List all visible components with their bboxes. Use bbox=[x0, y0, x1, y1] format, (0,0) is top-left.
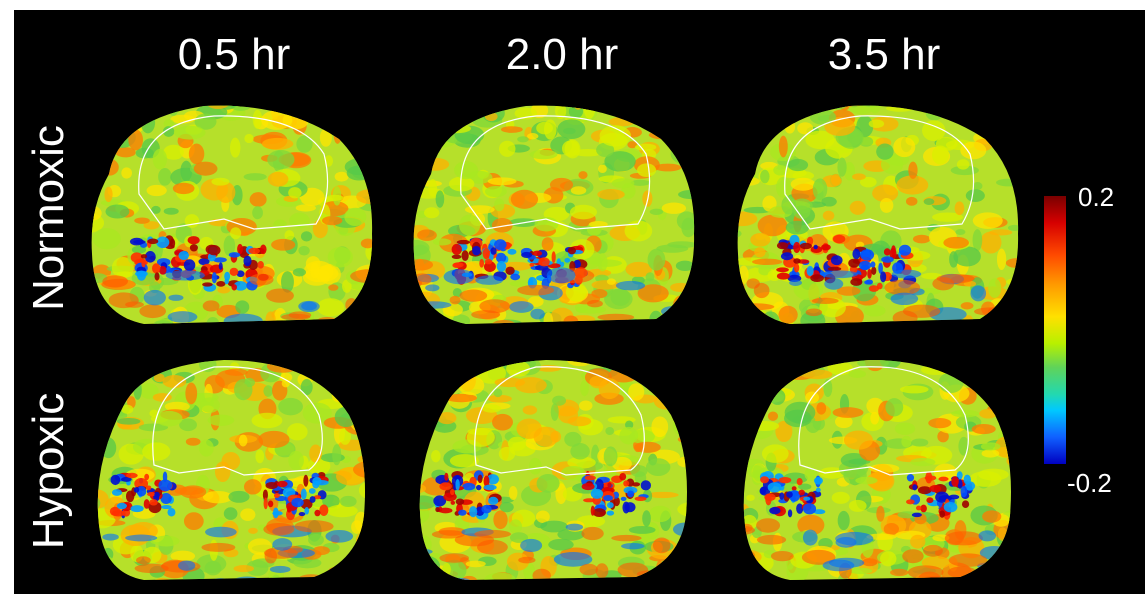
column-title-0-5-hr: 0.5 hr bbox=[177, 30, 291, 79]
parametric-map bbox=[97, 360, 365, 580]
roi-outline bbox=[138, 115, 329, 230]
parametric-map bbox=[737, 105, 1019, 324]
map-hypoxic-2-0-hr bbox=[406, 345, 696, 585]
map-normoxic-0-5-hr bbox=[84, 94, 374, 334]
map-hypoxic-3-5-hr bbox=[730, 345, 1020, 585]
column-title-3-5-hr: 3.5 hr bbox=[827, 30, 941, 79]
parametric-map bbox=[419, 360, 687, 580]
roi-outline bbox=[460, 115, 651, 230]
column-title-2-0-hr: 2.0 hr bbox=[505, 30, 619, 79]
figure: 0.5 hr 2.0 hr 3.5 hr Normoxic Hypoxic 0.… bbox=[14, 10, 1145, 594]
colorbar-max-label: 0.2 bbox=[1078, 182, 1115, 212]
parametric-map bbox=[743, 360, 1011, 580]
row-label-hypoxic: Hypoxic bbox=[24, 392, 73, 550]
roi-outline bbox=[152, 366, 323, 476]
colorbar bbox=[1044, 196, 1066, 464]
parametric-map bbox=[91, 105, 373, 324]
map-hypoxic-0-5-hr bbox=[84, 345, 374, 585]
roi-outline bbox=[474, 366, 645, 476]
map-normoxic-3-5-hr bbox=[730, 94, 1020, 334]
map-normoxic-2-0-hr bbox=[406, 94, 696, 334]
colorbar-min-label: -0.2 bbox=[1067, 468, 1112, 498]
roi-outline bbox=[784, 115, 975, 230]
roi-outline bbox=[798, 366, 969, 476]
row-label-normoxic: Normoxic bbox=[24, 125, 73, 311]
parametric-map bbox=[413, 105, 695, 324]
